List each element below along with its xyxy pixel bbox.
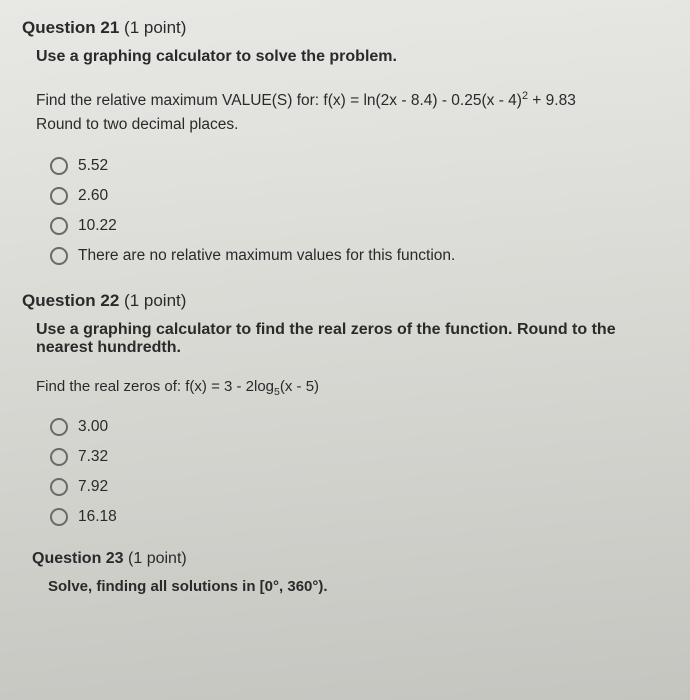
question-21-header: Question 21 (1 point) — [22, 18, 668, 38]
radio-icon[interactable] — [50, 157, 68, 175]
option-row[interactable]: 16.18 — [50, 508, 668, 526]
option-label: 7.92 — [78, 478, 108, 496]
option-label: 10.22 — [78, 217, 117, 235]
question-21-options: 5.52 2.60 10.22 There are no relative ma… — [50, 157, 668, 265]
question-22: Question 22 (1 point) Use a graphing cal… — [22, 291, 668, 526]
option-row[interactable]: 2.60 — [50, 187, 668, 205]
question-23: Question 23 (1 point) Solve, finding all… — [22, 550, 668, 595]
q21-text-part2: + 9.83 — [528, 92, 576, 109]
option-label: There are no relative maximum values for… — [78, 247, 455, 265]
option-label: 2.60 — [78, 187, 108, 205]
question-22-options: 3.00 7.32 7.92 16.18 — [50, 418, 668, 526]
radio-icon[interactable] — [50, 247, 68, 265]
question-points: (1 point) — [124, 291, 186, 310]
question-21-instruction: Use a graphing calculator to solve the p… — [36, 48, 668, 66]
question-points: (1 point) — [124, 18, 186, 37]
question-23-header: Question 23 (1 point) — [32, 550, 668, 568]
option-label: 16.18 — [78, 508, 117, 526]
q22-text-part1: Find the real zeros of: f(x) = 3 - 2log — [36, 378, 274, 395]
question-points: (1 point) — [128, 550, 187, 567]
question-21-body: Find the relative maximum VALUE(S) for: … — [36, 88, 668, 137]
option-row[interactable]: 10.22 — [50, 217, 668, 235]
option-row[interactable]: 7.32 — [50, 448, 668, 466]
option-label: 7.32 — [78, 448, 108, 466]
radio-icon[interactable] — [50, 217, 68, 235]
radio-icon[interactable] — [50, 508, 68, 526]
option-row[interactable]: There are no relative maximum values for… — [50, 247, 668, 265]
radio-icon[interactable] — [50, 448, 68, 466]
option-row[interactable]: 5.52 — [50, 157, 668, 175]
option-label: 5.52 — [78, 157, 108, 175]
question-22-header: Question 22 (1 point) — [22, 291, 668, 311]
quiz-page: Question 21 (1 point) Use a graphing cal… — [0, 0, 690, 700]
question-21: Question 21 (1 point) Use a graphing cal… — [22, 18, 668, 265]
question-22-body: Find the real zeros of: f(x) = 3 - 2log5… — [36, 375, 668, 400]
option-label: 3.00 — [78, 418, 108, 436]
question-number: Question 21 — [22, 18, 119, 37]
radio-icon[interactable] — [50, 478, 68, 496]
q21-text-line2: Round to two decimal places. — [36, 116, 238, 133]
question-22-instruction: Use a graphing calculator to find the re… — [36, 321, 668, 357]
question-number: Question 22 — [22, 291, 119, 310]
question-number: Question 23 — [32, 550, 124, 567]
q22-text-part2: (x - 5) — [280, 378, 319, 395]
q21-text-part1: Find the relative maximum VALUE(S) for: … — [36, 92, 522, 109]
option-row[interactable]: 3.00 — [50, 418, 668, 436]
question-23-instruction: Solve, finding all solutions in [0°, 360… — [48, 578, 668, 595]
radio-icon[interactable] — [50, 187, 68, 205]
radio-icon[interactable] — [50, 418, 68, 436]
option-row[interactable]: 7.92 — [50, 478, 668, 496]
